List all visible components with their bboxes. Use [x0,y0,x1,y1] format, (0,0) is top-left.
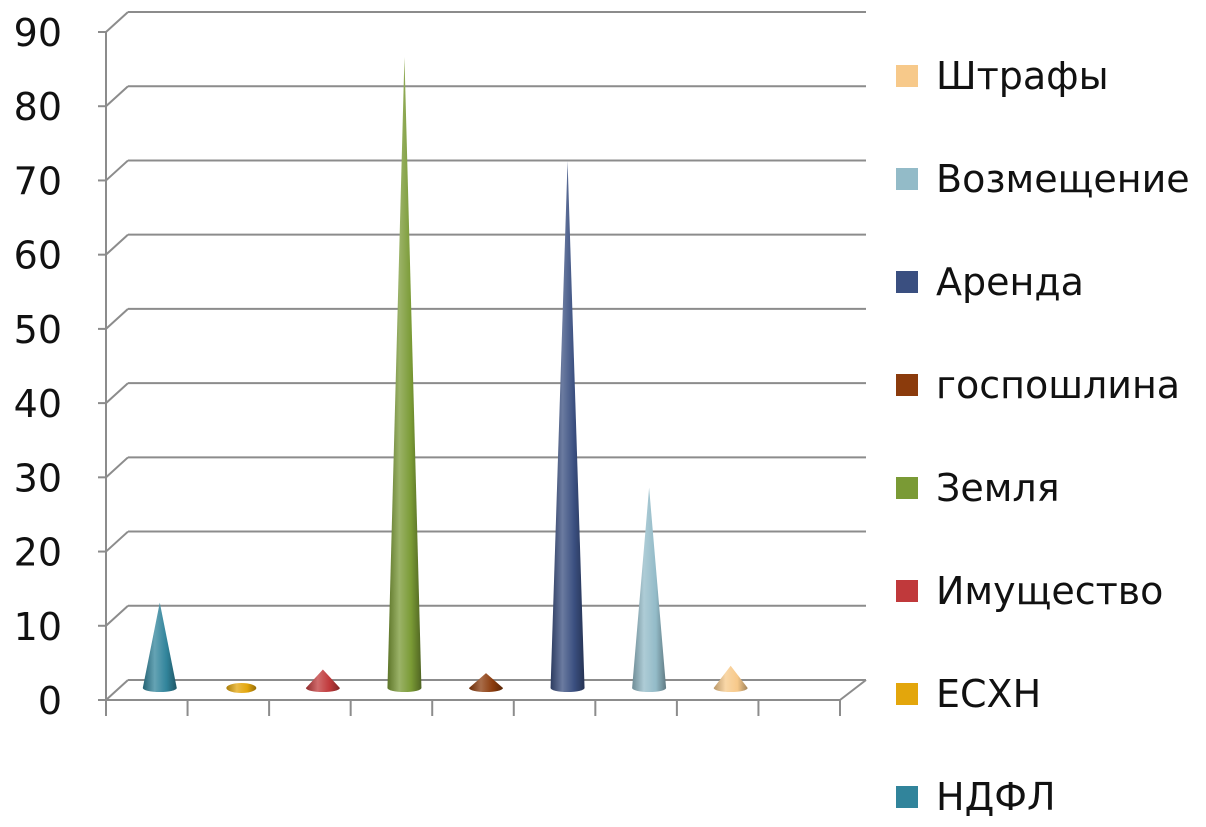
legend: Штрафы Возмещение Аренда госпошлина Земля Иму… [896,46,1202,819]
legend-label: Штрафы [936,54,1109,98]
cone-4 [387,57,422,693]
gridline-depth [105,159,129,182]
gridline-depth [105,85,129,107]
legend-item: Имущество [896,561,1163,621]
cone-mark [142,602,177,692]
legend-item: ЕСХН [896,664,1041,724]
gridline-depth [105,456,129,479]
cone-mark [713,665,748,692]
legend-swatch [896,580,918,602]
y-tick-label: 40 [14,382,62,426]
legend-swatch [896,168,918,190]
y-tick-label: 80 [14,85,62,129]
legend-swatch [896,65,918,87]
legend-label: Аренда [936,260,1084,304]
y-tick-label: 30 [14,456,62,500]
y-tick-label: 60 [14,234,62,278]
cone-mark [226,683,257,693]
legend-label: Земля [936,466,1060,510]
cone-5 [469,673,503,692]
cone-mark [469,673,503,692]
legend-label: госпошлина [936,363,1181,407]
gridline-depth [105,679,129,701]
cone-mark [550,161,585,692]
cone-6 [550,161,585,692]
gridline-depth [105,530,129,553]
legend-item: Штрафы [896,46,1109,106]
cone-mark [632,487,667,692]
legend-label: НДФЛ [936,775,1056,819]
y-tick-label: 20 [14,531,62,575]
grid [105,11,867,701]
cones [142,57,748,693]
gridline-depth [105,11,129,33]
legend-swatch [896,683,918,705]
cone-1 [142,602,177,692]
cone-3 [305,669,340,692]
cone-2 [226,683,257,693]
legend-item: НДФЛ [896,767,1056,827]
legend-label: Имущество [936,569,1164,613]
y-tick-label: 0 [38,679,62,723]
legend-swatch [896,271,918,293]
legend-swatch [896,477,918,499]
y-tick-label: 10 [14,605,62,649]
y-tick-label: 50 [14,308,62,352]
legend-swatch [896,786,918,808]
legend-swatch [896,374,918,396]
legend-item: Земля [896,458,1060,518]
cone-mark [387,57,422,693]
y-tick-label: 70 [14,159,62,203]
gridline-depth [105,233,129,256]
gridline-depth [105,308,129,330]
gridline-depth [105,382,129,404]
cone-8 [713,665,748,692]
legend-label: ЕСХН [936,672,1042,716]
legend-item: Возмещение [896,149,1190,209]
y-tick-label: 90 [14,11,62,55]
y-axis-ticks: 0 10 20 30 40 50 60 70 80 90 [14,11,841,723]
legend-label: Возмещение [936,157,1190,201]
legend-item: госпошлина [896,355,1180,415]
cone-7 [632,487,667,692]
cone-mark [305,669,340,692]
legend-item: Аренда [896,252,1084,312]
floor-right-edge [839,679,867,701]
gridline-depth [105,605,129,627]
